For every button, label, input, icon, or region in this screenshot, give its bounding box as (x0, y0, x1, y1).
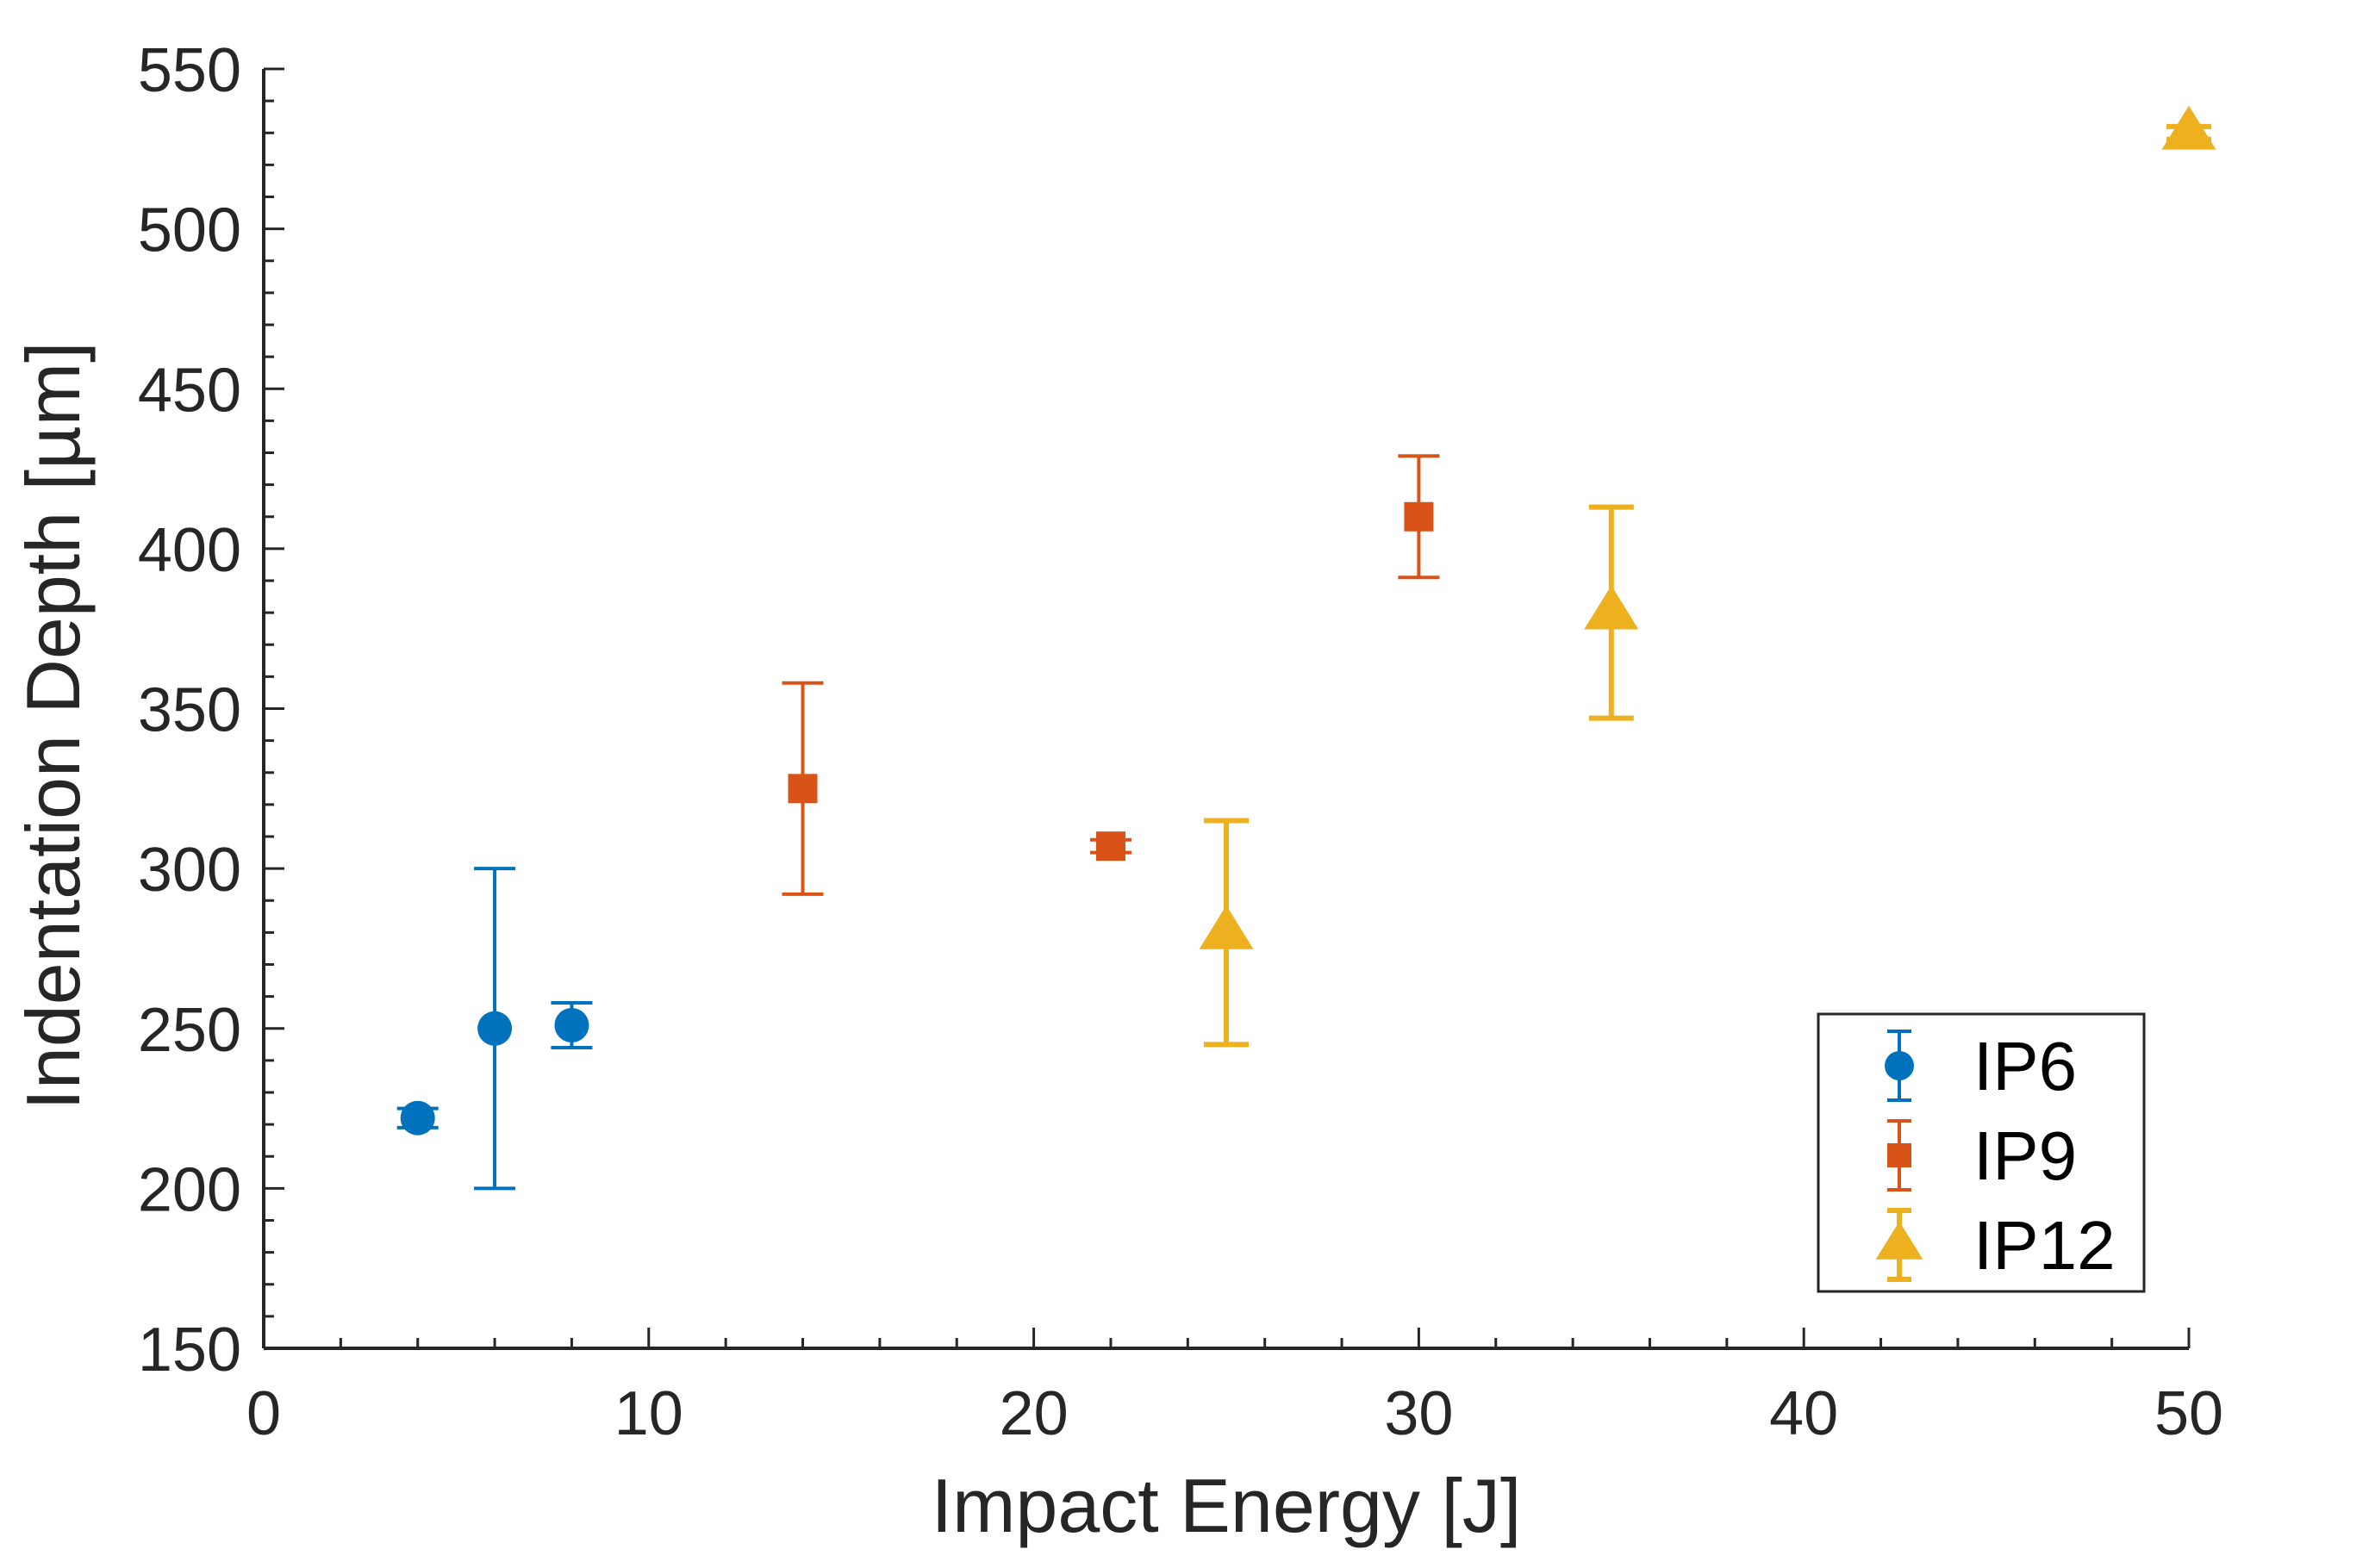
legend-entry-ip9: IP9 (1887, 1117, 2077, 1194)
x-tick-label: 0 (246, 1379, 281, 1448)
legend-label: IP9 (1973, 1117, 2077, 1194)
series-ip12 (1199, 105, 2216, 1048)
y-tick-label: 450 (138, 356, 241, 425)
plot-area (396, 105, 2216, 1191)
data-point (1199, 905, 1254, 949)
x-tick-label: 50 (2154, 1379, 2223, 1448)
y-axis-title: Indentation Depth [µm] (10, 341, 96, 1110)
legend-marker (1875, 1221, 1923, 1260)
x-tick-label: 30 (1384, 1379, 1453, 1448)
y-tick-label: 300 (138, 836, 241, 905)
data-point (1404, 501, 1434, 532)
data-point (400, 1100, 435, 1136)
y-tick-label: 400 (138, 516, 241, 585)
legend-marker (1887, 1143, 1911, 1167)
data-point (554, 1008, 589, 1043)
series-ip9 (782, 454, 1440, 896)
series-ip6 (396, 867, 593, 1191)
x-tick-label: 40 (1769, 1379, 1838, 1448)
y-tick-label: 350 (138, 676, 241, 745)
axes: 0 10 20 30 40 50 150 200 250 300 350 400 450 500 550 (138, 36, 2223, 1448)
legend-label: IP6 (1973, 1028, 2077, 1104)
legend-label: IP12 (1973, 1207, 2116, 1284)
legend-marker (1885, 1051, 1914, 1080)
data-point (788, 774, 818, 804)
x-tick-label: 10 (614, 1379, 683, 1448)
data-point (1095, 831, 1125, 862)
y-tick-label: 500 (138, 196, 241, 265)
legend: IP6 IP9 IP12 (1817, 1012, 2146, 1293)
y-tick-label: 200 (138, 1155, 241, 1224)
legend-entry-ip6: IP6 (1885, 1028, 2077, 1104)
y-tick-label: 250 (138, 996, 241, 1065)
data-point (1584, 585, 1639, 630)
legend-entry-ip12: IP12 (1875, 1207, 2116, 1284)
y-tick-label: 150 (138, 1316, 241, 1384)
y-tick-label: 550 (138, 36, 241, 105)
data-point (477, 1011, 513, 1046)
x-tick-label: 20 (1000, 1379, 1069, 1448)
legend-box (1817, 1012, 2146, 1293)
x-axis-title: Impact Energy [J] (932, 1463, 1522, 1548)
data-point (2161, 105, 2216, 150)
